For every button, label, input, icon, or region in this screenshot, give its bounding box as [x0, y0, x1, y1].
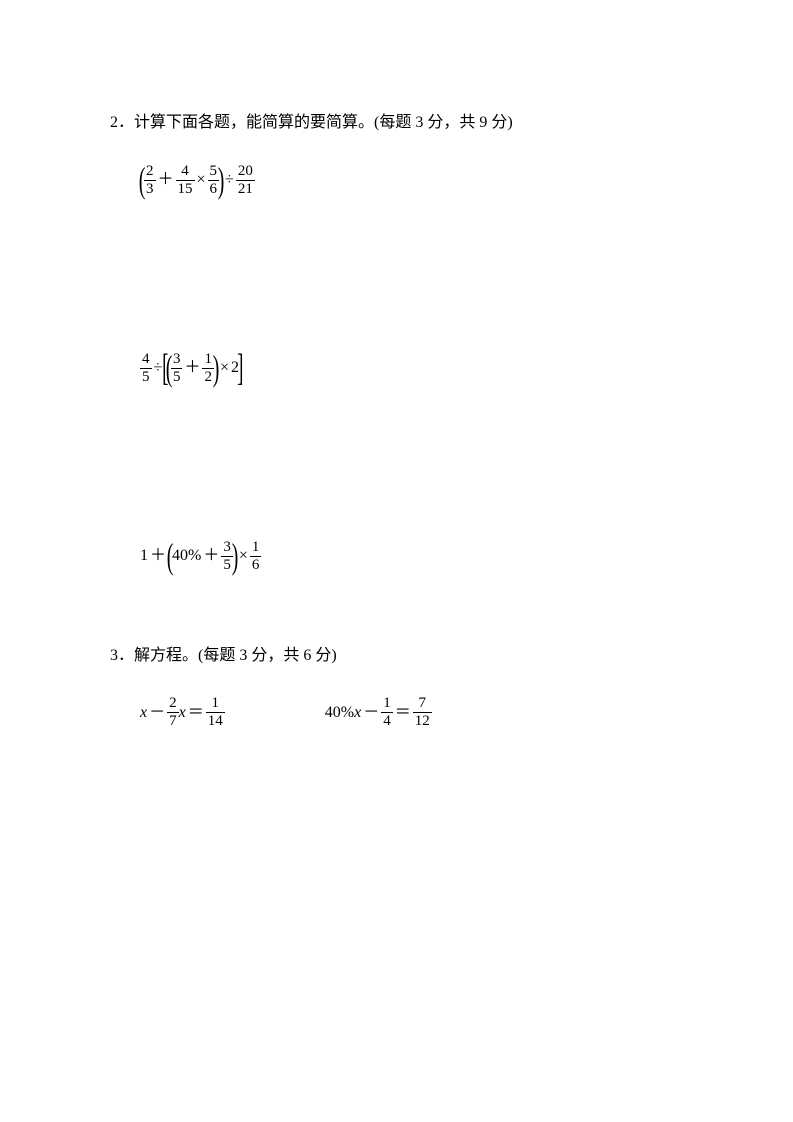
left-paren: (: [167, 542, 174, 571]
variable-x: x: [354, 705, 361, 721]
percent-40: 40%: [172, 548, 201, 564]
problem-3-heading: 3．解方程。(每题 3 分，共 6 分): [110, 643, 693, 669]
right-paren: ): [213, 354, 220, 383]
right-paren: ): [218, 166, 225, 195]
problem-2-number: 2．: [110, 110, 134, 136]
times-op: ×: [220, 360, 229, 376]
problem-3-title: 解方程。: [134, 647, 198, 664]
plus-op: ＋: [203, 548, 219, 564]
fraction-2-3: 2 3: [144, 164, 156, 197]
integer-1: 1: [140, 548, 148, 564]
fraction-1-6: 1 6: [250, 540, 262, 573]
fraction-4-5: 4 5: [140, 352, 152, 385]
left-paren: (: [139, 166, 146, 195]
left-paren: (: [166, 354, 173, 383]
times-op: ×: [197, 172, 206, 188]
plus-op: ＋: [184, 360, 200, 376]
plus-op: ＋: [158, 172, 174, 188]
expression-1: ( 2 3 ＋ 4 15 × 5 6 ) ÷ 20 21: [140, 164, 693, 197]
expression-3: 1 ＋ ( 40% ＋ 3 5 ) × 1 6: [140, 540, 693, 573]
variable-x: x: [179, 705, 186, 721]
plus-op: ＋: [150, 548, 166, 564]
equation-1: x － 2 7 x ＝ 1 14: [140, 696, 225, 729]
problem-2-heading: 2．计算下面各题，能简算的要简算。(每题 3 分，共 9 分): [110, 110, 693, 136]
fraction-2-7: 2 7: [167, 696, 179, 729]
equation-pair: x － 2 7 x ＝ 1 14 40% x － 1 4 ＝ 7: [140, 696, 693, 729]
equals-op: ＝: [188, 705, 204, 721]
right-paren: ): [232, 542, 239, 571]
fraction-7-12: 7 12: [413, 696, 432, 729]
fraction-1-4: 1 4: [381, 696, 393, 729]
problem-3-number: 3．: [110, 647, 134, 664]
problem-3-scoring: (每题 3 分，共 6 分): [198, 647, 337, 664]
worksheet-page: 2．计算下面各题，能简算的要简算。(每题 3 分，共 9 分) ( 2 3 ＋ …: [0, 0, 793, 1122]
fraction-4-15: 4 15: [176, 164, 195, 197]
fraction-1-14: 1 14: [206, 696, 225, 729]
problem-2-title: 计算下面各题，能简算的要简算。: [134, 114, 374, 131]
variable-x: x: [140, 705, 147, 721]
divide-op: ÷: [154, 360, 163, 376]
percent-40: 40%: [325, 705, 354, 721]
minus-op: －: [363, 705, 379, 721]
minus-op: －: [149, 705, 165, 721]
equation-2: 40% x － 1 4 ＝ 7 12: [325, 696, 432, 729]
fraction-3-5: 3 5: [171, 352, 183, 385]
equals-op: ＝: [395, 705, 411, 721]
fraction-20-21: 20 21: [236, 164, 255, 197]
times-op: ×: [239, 548, 248, 564]
problem-2-scoring: (每题 3 分，共 9 分): [374, 114, 513, 131]
divide-op: ÷: [225, 172, 234, 188]
right-bracket: ]: [237, 353, 243, 383]
expression-2: 4 5 ÷ [ ( 3 5 ＋ 1 2 ) × 2 ]: [140, 352, 693, 385]
